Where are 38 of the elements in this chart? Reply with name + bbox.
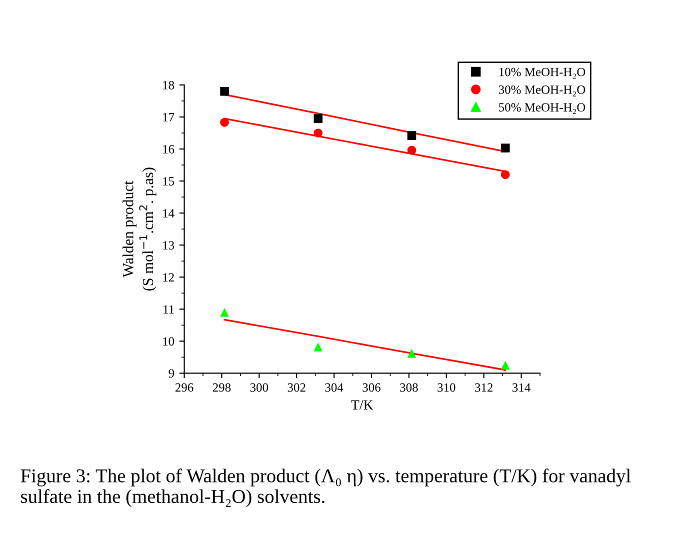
- x-tick-label: 310: [438, 383, 456, 392]
- point: [220, 118, 229, 127]
- point: [407, 348, 416, 358]
- x-tick-label: 314: [512, 383, 530, 392]
- point: [407, 131, 416, 140]
- point: [220, 308, 229, 317]
- caption: Figure 3: The plot of Walden product (Λ₀ η) vs. temperature (T/K) for vanadyl sulfate in the (methanol-H₂O) solvents.: [20, 468, 631, 507]
- x-tick-label: 308: [400, 383, 418, 392]
- legend-label: 30% MeOH-H₂O: [498, 85, 586, 96]
- y-tick-label: 18: [163, 80, 174, 90]
- x-tick-label: 304: [325, 383, 344, 392]
- point: [500, 360, 510, 370]
- x-axis-title: T/K: [351, 400, 374, 410]
- x-tick-label: 300: [250, 383, 268, 392]
- y-tick-label: 16: [163, 145, 174, 154]
- x-tick-label: 296: [175, 383, 194, 392]
- legend-label: 50% MeOH-H₂O: [499, 103, 586, 114]
- point: [500, 144, 510, 152]
- y-tick-label: 13: [163, 241, 174, 250]
- x-tick-label: 306: [362, 383, 380, 392]
- y-tick-label: 11: [164, 305, 174, 314]
- point: [314, 114, 323, 123]
- point: [407, 146, 416, 155]
- y-tick-label: 15: [163, 177, 174, 186]
- legend-label: 10% MeOH-H₂O: [499, 68, 586, 79]
- point: [314, 342, 323, 352]
- x-tick-label: 312: [475, 383, 493, 392]
- y-tick-label: 12: [163, 273, 174, 282]
- x-tick-label: 302: [288, 383, 306, 392]
- point: [314, 128, 323, 138]
- y-axis-title: Walden product (S mol$^{−1}$.cm$^{2}$. p.as): [122, 168, 156, 291]
- x-tick-label: 298: [212, 383, 231, 392]
- y-tick-label: 10: [163, 337, 174, 346]
- point: [220, 86, 229, 96]
- y-tick-label: 9: [168, 369, 174, 378]
- y-tick-label: 14: [163, 209, 174, 218]
- y-tick-label: 17: [163, 113, 174, 122]
- point: [500, 170, 510, 180]
